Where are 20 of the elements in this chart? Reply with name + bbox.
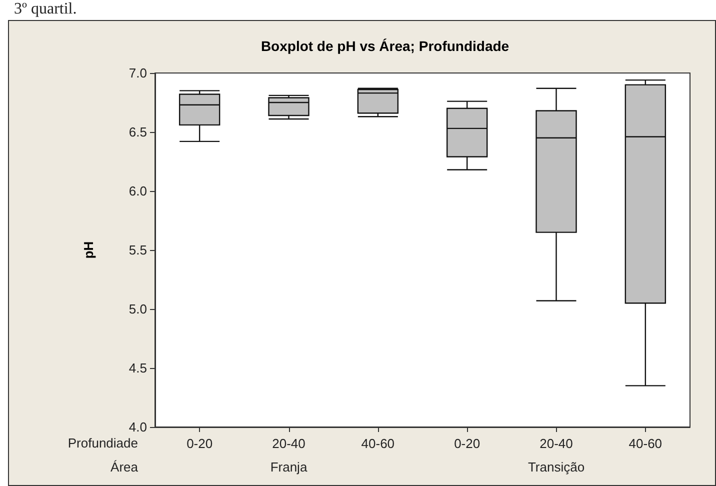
text: Transição — [528, 460, 585, 474]
text: Área — [110, 460, 139, 474]
x-tick-label: 40-60 — [361, 436, 395, 451]
y-tick-label: 7.0 — [128, 66, 147, 80]
x-tick-label: 20-40 — [540, 436, 573, 451]
x-tick-label: 0-20 — [186, 436, 213, 451]
y-tick-label: 6.0 — [128, 184, 147, 198]
y-tick-label: 4.5 — [128, 360, 147, 376]
y-tick-label: 6.5 — [128, 124, 147, 140]
text: 3º quartil. — [14, 0, 77, 18]
text: Profundiade — [68, 436, 138, 450]
text: Franja — [270, 460, 308, 474]
x-tick-label: 20-40 — [272, 436, 306, 451]
x-tick-label: 0-20 — [454, 436, 480, 451]
chart-title: Boxplot de pH vs Área; Profundidade — [260, 38, 510, 54]
y-tick-label: 5.0 — [128, 302, 147, 316]
x-tick-label: 40-60 — [628, 436, 662, 451]
y-axis-title: pH — [81, 241, 96, 259]
y-tick-label: 4.0 — [128, 420, 147, 434]
y-tick-label: 5.5 — [128, 242, 147, 258]
